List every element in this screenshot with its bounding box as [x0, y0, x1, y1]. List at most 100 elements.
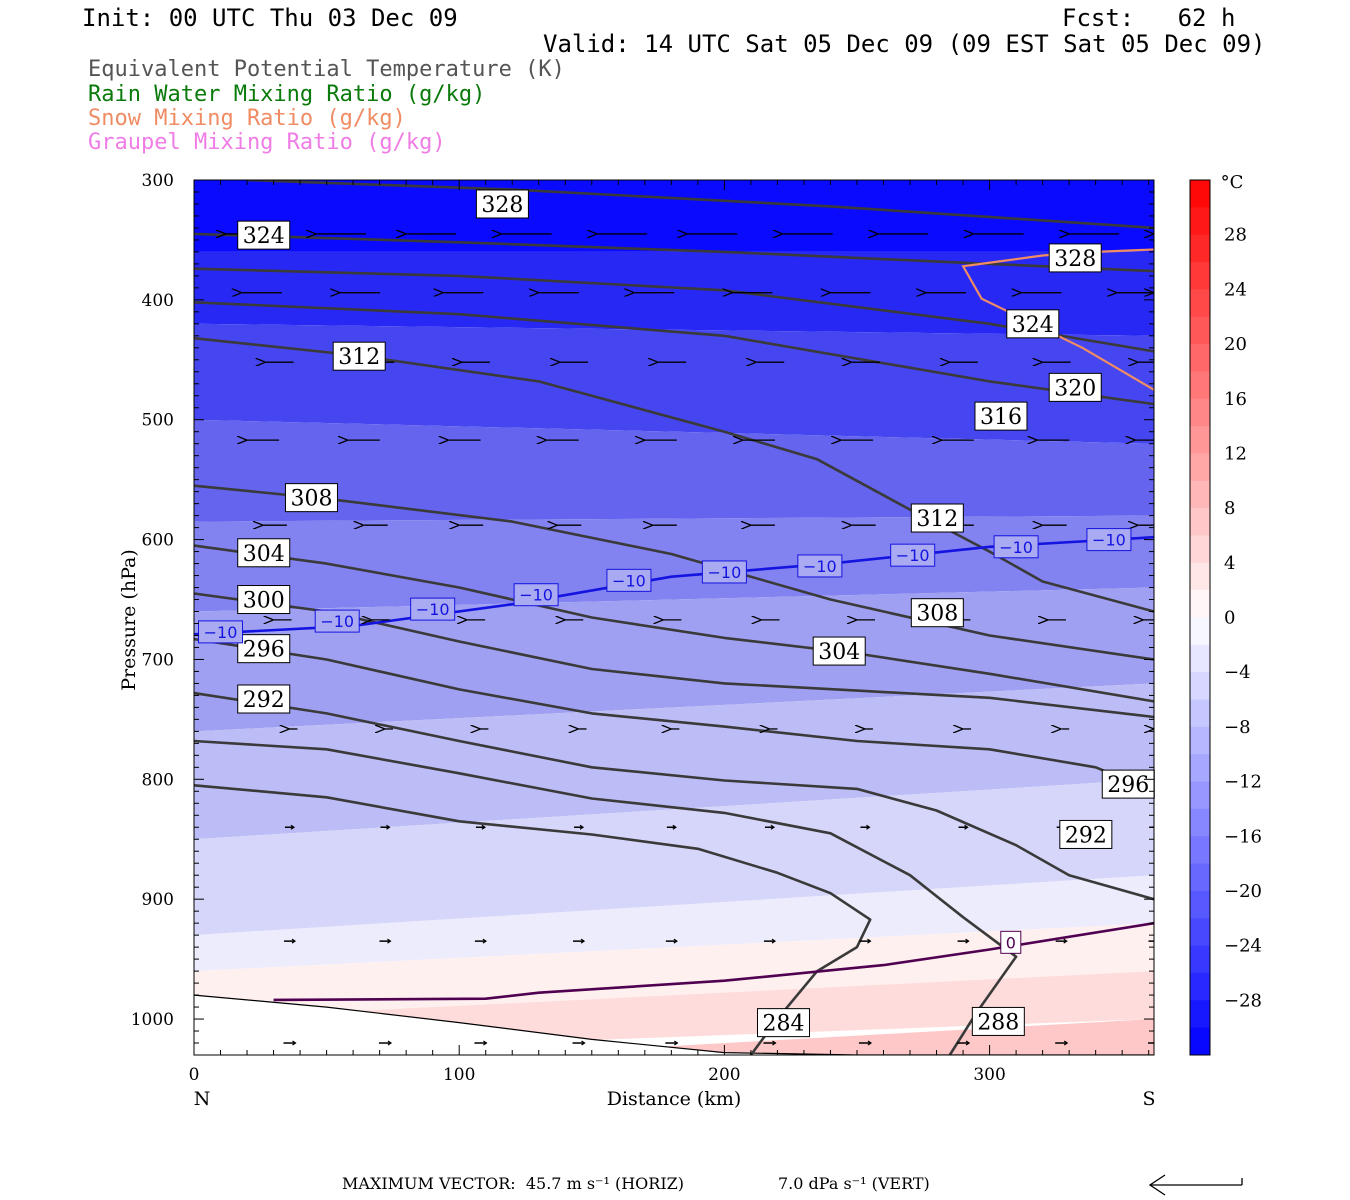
colorbar-band — [1190, 781, 1210, 809]
colorbar-tick-label: 8 — [1224, 498, 1235, 519]
wind-vector-head — [866, 824, 871, 830]
theta-e-line-324 — [194, 232, 1154, 273]
plot-frame — [193, 179, 1155, 1056]
y-tick-label: 1000 — [131, 1010, 174, 1030]
valid-time: Valid: 14 UTC Sat 05 Dec 09 (09 EST Sat … — [543, 30, 1266, 58]
isotherm-line-0 — [273, 921, 1154, 1002]
colorbar-band — [1190, 726, 1210, 755]
wind-vector-head — [1157, 939, 1160, 943]
colorbar-tick-label: 28 — [1224, 225, 1247, 246]
theta-e-label: 328 — [1054, 247, 1096, 272]
theta-e-label-box — [1048, 372, 1102, 402]
theta-e-label: 308 — [290, 487, 332, 512]
colorbar-frame — [1189, 179, 1211, 1056]
theta-e-label: 324 — [1012, 313, 1054, 338]
theta-e-label-box — [237, 585, 291, 615]
colorbar-tick-label: −20 — [1224, 881, 1262, 902]
wind-vector-head — [673, 938, 678, 944]
colorbar-band — [1190, 699, 1210, 727]
y-tick-label: 300 — [142, 171, 174, 191]
y-tick-label: 400 — [142, 291, 174, 311]
theta-e-line-304 — [194, 544, 1154, 703]
band-cold-4 — [194, 419, 1154, 522]
theta-e-label: 312 — [916, 507, 958, 532]
wind-vector-head — [387, 938, 392, 944]
isotherm-label: −10 — [519, 586, 553, 605]
x-axis-title: Distance (km) — [607, 1088, 742, 1110]
wind-vector-head — [772, 1040, 777, 1046]
colorbar-band — [1190, 289, 1210, 317]
colorbar-band — [1190, 945, 1210, 973]
legend-snow: Snow Mixing Ratio (g/kg) — [88, 106, 406, 131]
colorbar-band — [1190, 262, 1210, 290]
legend-graupel: Graupel Mixing Ratio (g/kg) — [88, 130, 446, 155]
colorbar-band — [1190, 535, 1210, 563]
isotherm-label: −10 — [416, 600, 450, 619]
colorbar-band — [1190, 863, 1210, 891]
band-cold-8 — [194, 779, 1154, 936]
wind-vector-head — [1063, 938, 1068, 944]
theta-e-label: 312 — [338, 345, 380, 370]
isotherm-label: −10 — [204, 623, 238, 642]
theta-e-label-box — [237, 220, 291, 250]
theta-e-label-box — [237, 684, 291, 714]
wind-vector-head — [579, 824, 585, 830]
theta-e-label-box — [237, 538, 291, 568]
colorbar-tick-label: −4 — [1224, 662, 1251, 683]
wind-vector-head — [771, 938, 777, 944]
theta-e-label-box — [812, 636, 866, 666]
colorbar-tick-label: 12 — [1224, 443, 1247, 464]
theta-e-label-box — [757, 1008, 811, 1038]
theta-e-label: 304 — [818, 640, 860, 665]
wind-vector-head — [1156, 825, 1159, 829]
colorbar-band — [1190, 344, 1210, 372]
theta-e-label: 284 — [763, 1012, 805, 1037]
isotherm-label: −10 — [999, 538, 1033, 557]
legend-theta-e: Equivalent Potential Temperature (K) — [88, 57, 565, 82]
isotherm-label-box — [797, 554, 843, 578]
theta-e-label-box — [284, 483, 338, 513]
ground-area — [194, 994, 1154, 1055]
colorbar-band — [1190, 644, 1210, 673]
theta-e-label-box — [971, 1006, 1025, 1036]
max-vector-text: MAXIMUM VECTOR: 45.7 m s⁻¹ (HORIZ) — [342, 1174, 685, 1193]
colorbar-band — [1190, 398, 1210, 427]
isotherm-label: −10 — [896, 546, 930, 565]
theta-e-label-box — [910, 503, 964, 533]
colorbar-tick-label: −28 — [1224, 990, 1262, 1011]
colorbar-band — [1190, 371, 1210, 399]
theta-e-label: 300 — [243, 589, 285, 614]
vert-vector-text: 7.0 dPa s⁻¹ (VERT) — [778, 1174, 930, 1193]
wind-vector-head — [867, 938, 872, 944]
isotherm-label: −10 — [612, 571, 646, 590]
colorbar-band — [1190, 234, 1210, 263]
colorbar-band — [1190, 972, 1210, 1001]
isotherm-label-box — [1000, 930, 1022, 954]
colorbar-band — [1190, 207, 1210, 235]
south-label: S — [1142, 1088, 1155, 1110]
wind-vector-head — [581, 1040, 586, 1046]
band-warm-1 — [194, 923, 1154, 1019]
ground-line — [194, 994, 1154, 1055]
theta-e-label-box — [1006, 309, 1060, 339]
theta-e-label-box — [1059, 819, 1113, 849]
x-tick-label: 100 — [443, 1065, 475, 1085]
colorbar-tick-label: 16 — [1224, 389, 1247, 410]
isotherm-label-box — [410, 597, 456, 621]
wind-vector-head — [964, 824, 969, 830]
theta-e-label: 304 — [243, 542, 285, 567]
theta-e-label-box — [237, 634, 291, 664]
theta-e-label: 316 — [980, 405, 1022, 430]
y-tick-label: 900 — [142, 890, 174, 910]
x-tick-label: 0 — [189, 1065, 200, 1085]
theta-e-label-box — [910, 598, 964, 628]
isotherm-label: −10 — [803, 557, 837, 576]
isotherm-label: −10 — [708, 563, 742, 582]
x-tick-label: 200 — [708, 1065, 740, 1085]
colorbar-tick-label: −24 — [1224, 936, 1262, 957]
colorbar-tick-label: −16 — [1224, 826, 1262, 847]
isotherm-label-box — [513, 583, 559, 607]
wind-vector-head — [292, 1040, 297, 1046]
wind-vector-head — [386, 824, 391, 830]
